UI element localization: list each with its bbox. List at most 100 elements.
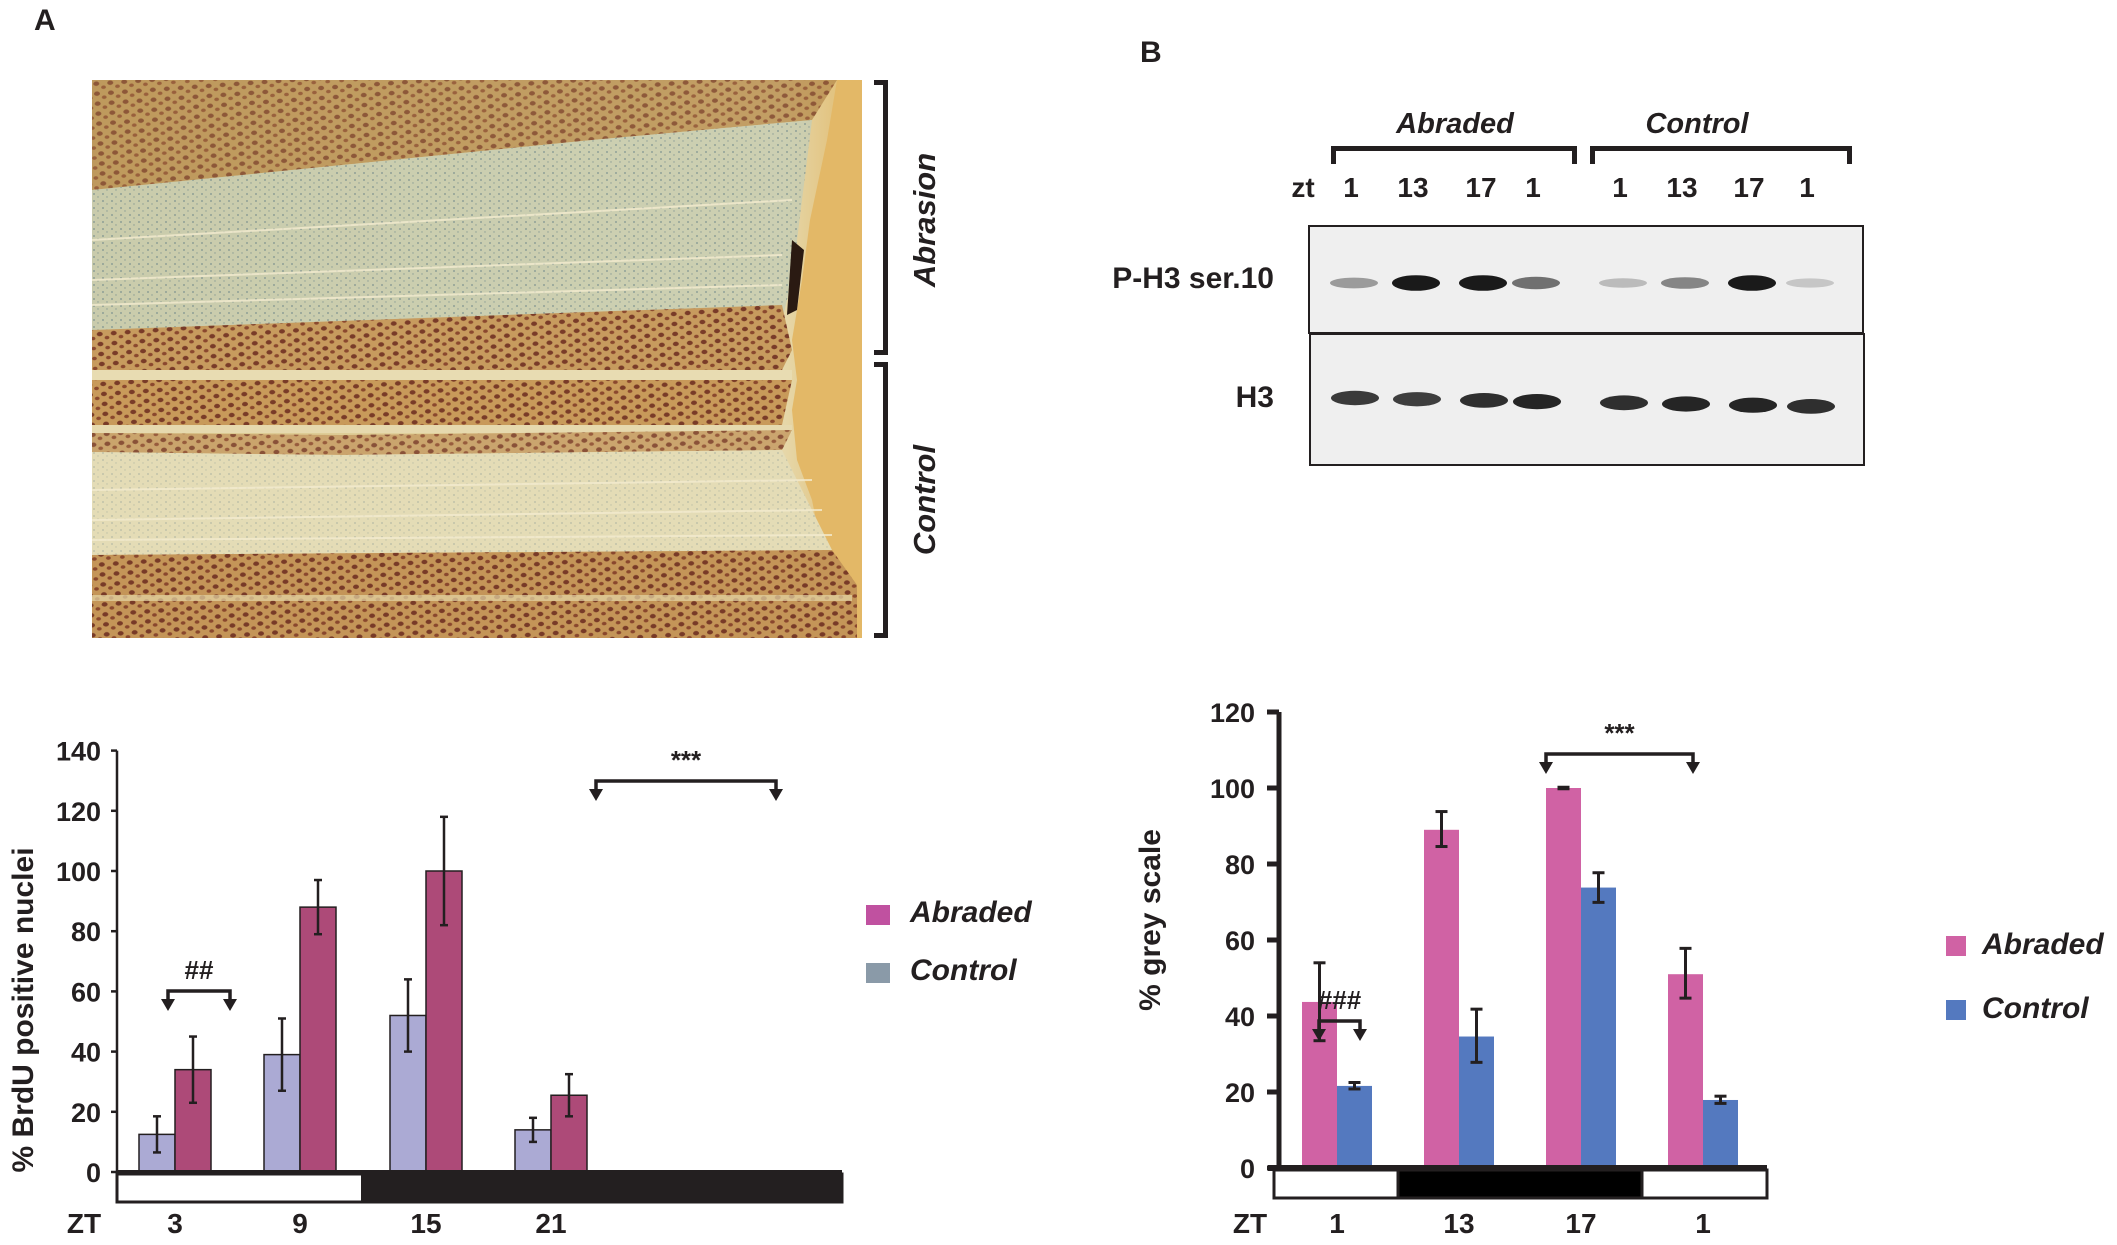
y-tick-label: 80	[71, 917, 101, 947]
light-dark-bar-dark	[1396, 1168, 1644, 1200]
blot-band	[1662, 396, 1710, 412]
bar-abraded	[299, 906, 337, 1173]
bar-control	[1337, 1085, 1372, 1168]
y-axis-label: % BrdU positive nuclei	[7, 847, 40, 1172]
y-tick-label: 20	[1225, 1078, 1255, 1108]
legend-swatch-abraded	[866, 905, 890, 925]
bracket-line	[594, 779, 778, 789]
blot-band	[1728, 275, 1776, 291]
abraded-group-bracket	[1331, 146, 1577, 164]
y-tick-label: 80	[1225, 850, 1255, 880]
x-tick-label: 13	[1443, 1208, 1474, 1239]
y-tick-label: 60	[71, 977, 101, 1007]
blot-band	[1512, 276, 1560, 290]
lane-header: zt	[1291, 172, 1315, 203]
arrow-head-icon	[589, 789, 603, 801]
lane-label: 13	[1666, 172, 1698, 203]
y-axis-label: % grey scale	[1134, 829, 1167, 1011]
bracket-line	[1317, 1019, 1362, 1029]
blot-band	[1599, 278, 1647, 288]
legend-a: Abraded Control	[866, 896, 1056, 1005]
control-group-bracket	[1590, 146, 1852, 164]
bracket-line	[166, 989, 232, 999]
blot-band	[1513, 394, 1561, 410]
x-tick-label: 9	[292, 1208, 308, 1239]
blot-band	[1787, 399, 1835, 414]
bar-abraded	[1546, 788, 1581, 1168]
x-tick-label: 1	[1695, 1208, 1711, 1239]
legend-swatch-abraded	[1946, 936, 1966, 956]
y-tick-label: 120	[56, 797, 101, 827]
lane-label: 1	[1525, 172, 1541, 203]
y-tick-label: 0	[86, 1158, 101, 1188]
x-tick-label: 17	[1565, 1208, 1596, 1239]
blot-group-control: Control	[1645, 108, 1749, 140]
blot-ph3-membrane	[1308, 225, 1864, 334]
significance-bracket	[161, 989, 237, 1011]
bar-abraded	[1424, 829, 1459, 1168]
blot-band	[1330, 277, 1378, 289]
x-tick-label: 1	[1329, 1208, 1345, 1239]
arrow-head-icon	[1539, 762, 1553, 774]
abrasion-bracket	[874, 80, 888, 355]
brdu-bar-chart: 0 20 40 60 80 100 120 140 % BrdU positive nuclei…	[7, 737, 844, 1239]
blot-band	[1459, 275, 1507, 291]
control-region-label: Control	[907, 444, 942, 556]
lane-label: 13	[1397, 172, 1429, 203]
significance-label: ***	[671, 745, 702, 775]
legend-label-abraded: Abraded	[1982, 928, 2104, 961]
blot-band	[1392, 275, 1440, 291]
blot-h3-membrane	[1309, 333, 1865, 466]
arrow-head-icon	[1353, 1029, 1367, 1041]
arrow-head-icon	[161, 999, 175, 1011]
lane-label: 17	[1733, 172, 1765, 203]
panel-b-label: B	[1140, 36, 1162, 69]
arrow-head-icon	[1312, 1029, 1326, 1041]
abrasion-region-label: Abrasion	[907, 152, 942, 288]
arrow-head-icon	[769, 789, 783, 801]
blot-band	[1460, 393, 1508, 408]
blot-band	[1331, 390, 1379, 406]
y-tick-label: 40	[1225, 1002, 1255, 1032]
blot-band	[1729, 397, 1777, 413]
bar-control	[1703, 1099, 1738, 1168]
arrow-head-icon	[1686, 762, 1700, 774]
fin-micrograph	[92, 80, 862, 638]
bar-abraded	[1668, 974, 1703, 1168]
grey-scale-bar-chart: 0 20 40 60 80 100 120 % grey scale 1 13 17 1 ZT ### **…	[1134, 698, 1769, 1239]
significance-bracket	[1312, 1019, 1367, 1041]
significance-bracket	[1539, 752, 1700, 774]
lane-label: 1	[1343, 172, 1359, 203]
significance-label: ##	[185, 955, 214, 985]
bracket-line	[1544, 752, 1695, 762]
bar-control	[1581, 887, 1616, 1168]
arrow-head-icon	[223, 999, 237, 1011]
y-tick-label: 100	[1210, 774, 1255, 804]
x-tick-label: 15	[410, 1208, 441, 1239]
control-bracket	[874, 362, 888, 638]
panel-a-label: A	[34, 4, 56, 37]
significance-label: ###	[1318, 985, 1362, 1015]
y-tick-label: 40	[71, 1038, 101, 1068]
significance-label: ***	[1604, 718, 1635, 748]
blot-band	[1600, 395, 1648, 411]
light-dark-bar-light	[1640, 1168, 1769, 1200]
x-tick-label: 21	[535, 1208, 566, 1239]
blot-band	[1661, 277, 1709, 289]
blot-band	[1393, 392, 1441, 407]
y-tick-label: 20	[71, 1098, 101, 1128]
x-axis-label: ZT	[1233, 1208, 1267, 1239]
legend-label-control: Control	[1982, 992, 2089, 1025]
y-tick-label: 0	[1240, 1154, 1255, 1184]
legend-label-control: Control	[910, 954, 1017, 987]
lane-label: 1	[1799, 172, 1815, 203]
legend-b: Abraded Control	[1946, 928, 2116, 1026]
light-dark-bar-light	[115, 1172, 364, 1204]
y-tick-label: 140	[56, 737, 101, 767]
light-dark-bar-dark	[361, 1172, 844, 1204]
y-tick-label: 120	[1210, 698, 1255, 728]
blot-band	[1786, 278, 1834, 288]
light-dark-bar-light	[1272, 1168, 1400, 1200]
lane-label: 17	[1465, 172, 1497, 203]
blot-row-label-h3: H3	[1235, 381, 1274, 414]
